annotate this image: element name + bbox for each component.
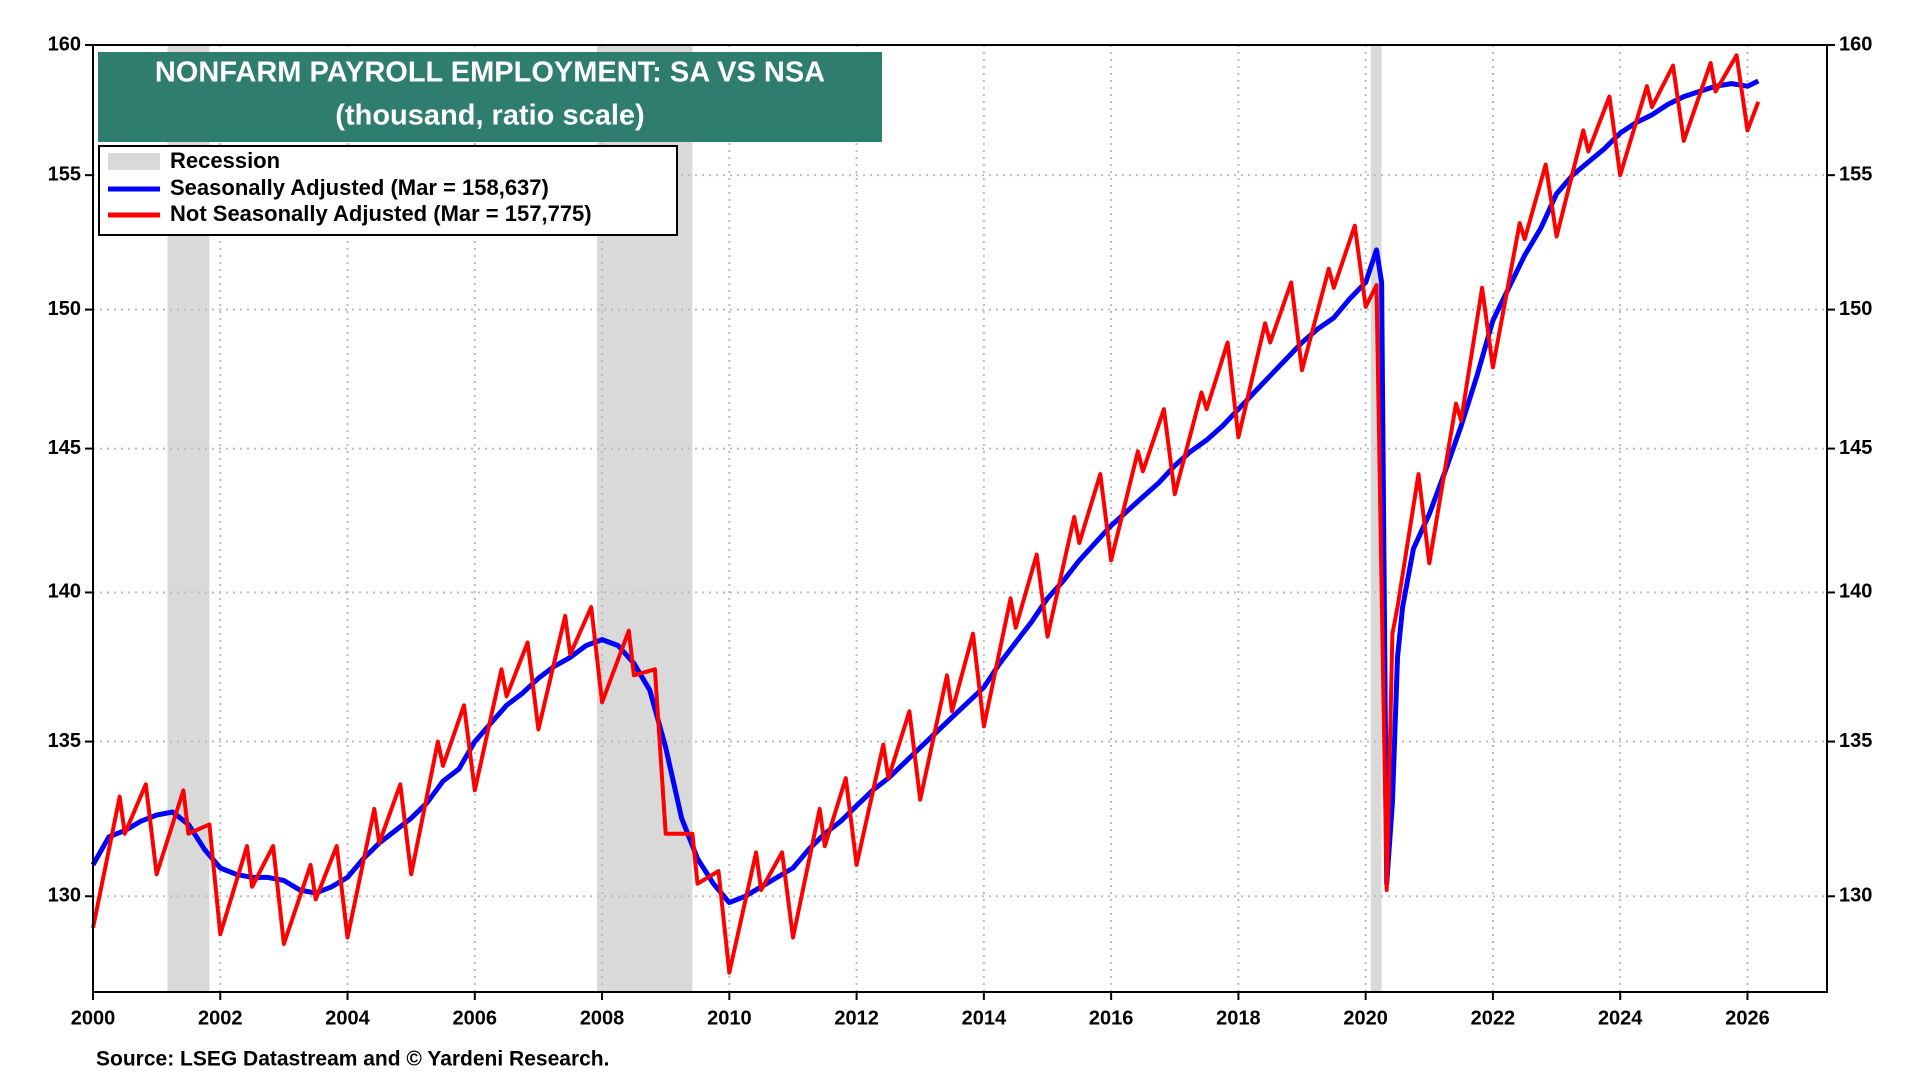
- legend-label: Not Seasonally Adjusted (Mar = 157,775): [170, 201, 592, 226]
- x-tick-label: 2002: [198, 1007, 243, 1029]
- y2-tick-label: 145: [1839, 437, 1872, 459]
- series-line: [91, 53, 1761, 975]
- x-tick-label: 2016: [1089, 1007, 1134, 1029]
- x-tick-label: 2006: [453, 1007, 498, 1029]
- chart-title: NONFARM PAYROLL EMPLOYMENT: SA VS NSA: [155, 57, 825, 89]
- x-tick-label: 2020: [1343, 1007, 1388, 1029]
- x-tick-label: 2008: [580, 1007, 625, 1029]
- chart-subtitle: (thousand, ratio scale): [335, 100, 644, 132]
- recession-band: [1370, 45, 1382, 992]
- x-tick-label: 2010: [707, 1007, 752, 1029]
- x-tick-label: 2018: [1216, 1007, 1261, 1029]
- x-tick-label: 2004: [325, 1007, 370, 1029]
- y-tick-label: 145: [48, 437, 81, 459]
- source-note: Source: LSEG Datastream and © Yardeni Re…: [96, 1048, 609, 1071]
- x-tick-label: 2022: [1471, 1007, 1516, 1029]
- legend-label: Seasonally Adjusted (Mar = 158,637): [170, 175, 549, 200]
- legend: [98, 145, 678, 236]
- y-tick-label: 135: [48, 730, 81, 752]
- plot-frame: [92, 44, 1828, 993]
- legend-swatch: [108, 153, 160, 170]
- y2-tick-label: 160: [1839, 33, 1872, 55]
- title-box: [98, 52, 882, 142]
- x-tick-label: 2012: [834, 1007, 879, 1029]
- y-tick-label: 155: [48, 163, 81, 185]
- y-tick-label: 150: [48, 298, 81, 320]
- y2-tick-label: 135: [1839, 730, 1872, 752]
- x-tick-label: 2014: [962, 1007, 1007, 1029]
- y-tick-label: 160: [48, 33, 81, 55]
- x-tick-label: 2024: [1598, 1007, 1643, 1029]
- y2-tick-label: 140: [1839, 581, 1872, 603]
- x-tick-label: 2000: [71, 1007, 116, 1029]
- y2-tick-label: 130: [1839, 885, 1872, 907]
- y-tick-label: 140: [48, 581, 81, 603]
- y2-tick-label: 155: [1839, 163, 1872, 185]
- x-tick-label: 2026: [1725, 1007, 1770, 1029]
- y2-tick-label: 150: [1839, 298, 1872, 320]
- legend-label: Recession: [170, 148, 280, 173]
- y-tick-label: 130: [48, 885, 81, 907]
